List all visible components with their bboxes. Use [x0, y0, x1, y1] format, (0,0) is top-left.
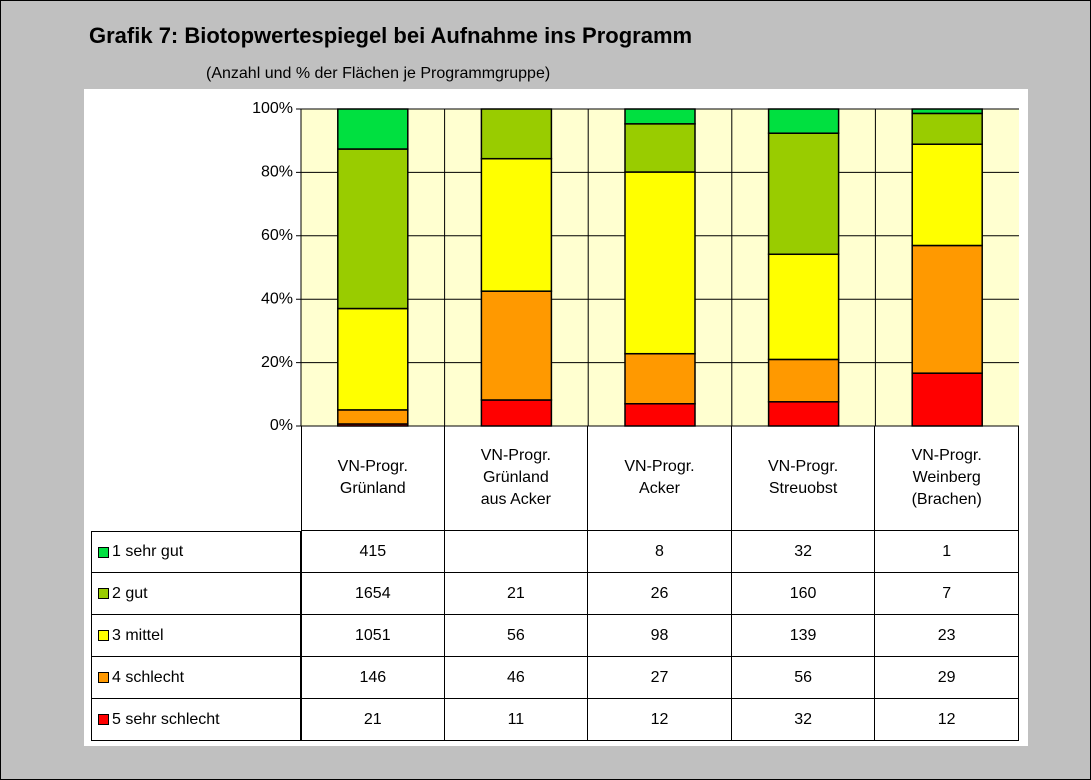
y-tick-label: 80%	[261, 164, 293, 181]
bar-segment	[337, 307, 409, 411]
table-cell: 32	[731, 531, 876, 573]
table-cell: 29	[875, 657, 1019, 699]
bar-segment	[337, 148, 409, 310]
table-cell: 23	[875, 615, 1019, 657]
table-cell: 11	[444, 699, 589, 741]
table-cell: 415	[301, 531, 445, 573]
category-label: VN-Progr. Weinberg (Brachen)	[875, 426, 1019, 531]
bar-segment	[767, 358, 840, 403]
table-cell: 160	[731, 573, 876, 615]
legend-swatch	[98, 714, 109, 725]
table-cell: 26	[588, 573, 732, 615]
bar-segment	[337, 409, 409, 425]
category-label: VN-Progr. Acker	[588, 426, 732, 531]
legend-entry: 4 schlecht	[91, 657, 301, 699]
bar-segment	[624, 171, 696, 355]
bar-segment	[624, 123, 696, 173]
legend-entry: 3 mittel	[91, 615, 301, 657]
table-cell: 139	[731, 615, 876, 657]
bar-segment	[911, 372, 983, 427]
category-label: VN-Progr. Streuobst	[731, 426, 876, 531]
legend-label: 5 sehr schlecht	[112, 710, 220, 728]
table-cell: 1	[875, 531, 1019, 573]
legend-label: 2 gut	[112, 584, 148, 602]
legend-label: 1 sehr gut	[112, 543, 184, 560]
legend-swatch	[98, 630, 109, 641]
table-cell: 98	[588, 615, 732, 657]
legend-entry: 2 gut	[91, 573, 301, 615]
bar-segment	[337, 108, 409, 150]
legend-swatch	[98, 546, 109, 558]
table-cell	[444, 531, 589, 573]
table-cell: 146	[301, 657, 445, 699]
bar-segment	[767, 108, 840, 134]
bar-segment	[624, 403, 696, 427]
bar-segment	[480, 290, 553, 401]
bar-segment	[624, 108, 696, 125]
table-cell: 1654	[301, 573, 445, 615]
legend-entry: 1 sehr gut	[91, 531, 301, 573]
category-label: VN-Progr. Grünland	[301, 426, 445, 531]
category-label: VN-Progr. Grünland aus Acker	[444, 426, 589, 531]
legend-label: 3 mittel	[112, 626, 164, 644]
table-cell: 46	[444, 657, 589, 699]
bar-segment	[911, 143, 983, 247]
legend-entry: 5 sehr schlecht	[91, 699, 301, 741]
chart-subtitle: (Anzahl und % der Flächen je Programmgru…	[206, 65, 551, 82]
bar-segment	[911, 112, 983, 145]
table-cell: 8	[588, 531, 732, 573]
table-cell: 21	[444, 573, 589, 615]
legend-swatch	[98, 672, 109, 683]
table-cell: 32	[731, 699, 876, 741]
legend-swatch	[98, 588, 109, 599]
y-tick-label: 20%	[261, 354, 293, 371]
y-tick-label: 40%	[261, 290, 293, 307]
y-tick-label: 60%	[261, 227, 293, 244]
bar-segment	[767, 253, 840, 361]
bar-segment	[624, 352, 696, 405]
table-cell: 12	[875, 699, 1019, 741]
bar-segment	[480, 399, 553, 427]
table-cell: 21	[301, 699, 445, 741]
chart-title: Grafik 7: Biotopwertespiegel bei Aufnahm…	[89, 23, 693, 48]
bar-segment	[911, 244, 983, 374]
bar-segment	[767, 401, 840, 427]
y-tick-label: 0%	[270, 417, 293, 434]
bar-segment	[911, 108, 983, 115]
bar-segment	[480, 108, 553, 160]
table-cell: 12	[588, 699, 732, 741]
y-tick-label: 100%	[252, 100, 293, 117]
legend-label: 4 schlecht	[112, 668, 185, 686]
bar-segment	[767, 132, 840, 256]
table-cell: 56	[731, 657, 876, 699]
table-cell: 1051	[301, 615, 445, 657]
bar-segment	[480, 157, 553, 292]
table-cell: 7	[875, 573, 1019, 615]
table-cell: 56	[444, 615, 589, 657]
table-cell: 27	[588, 657, 732, 699]
